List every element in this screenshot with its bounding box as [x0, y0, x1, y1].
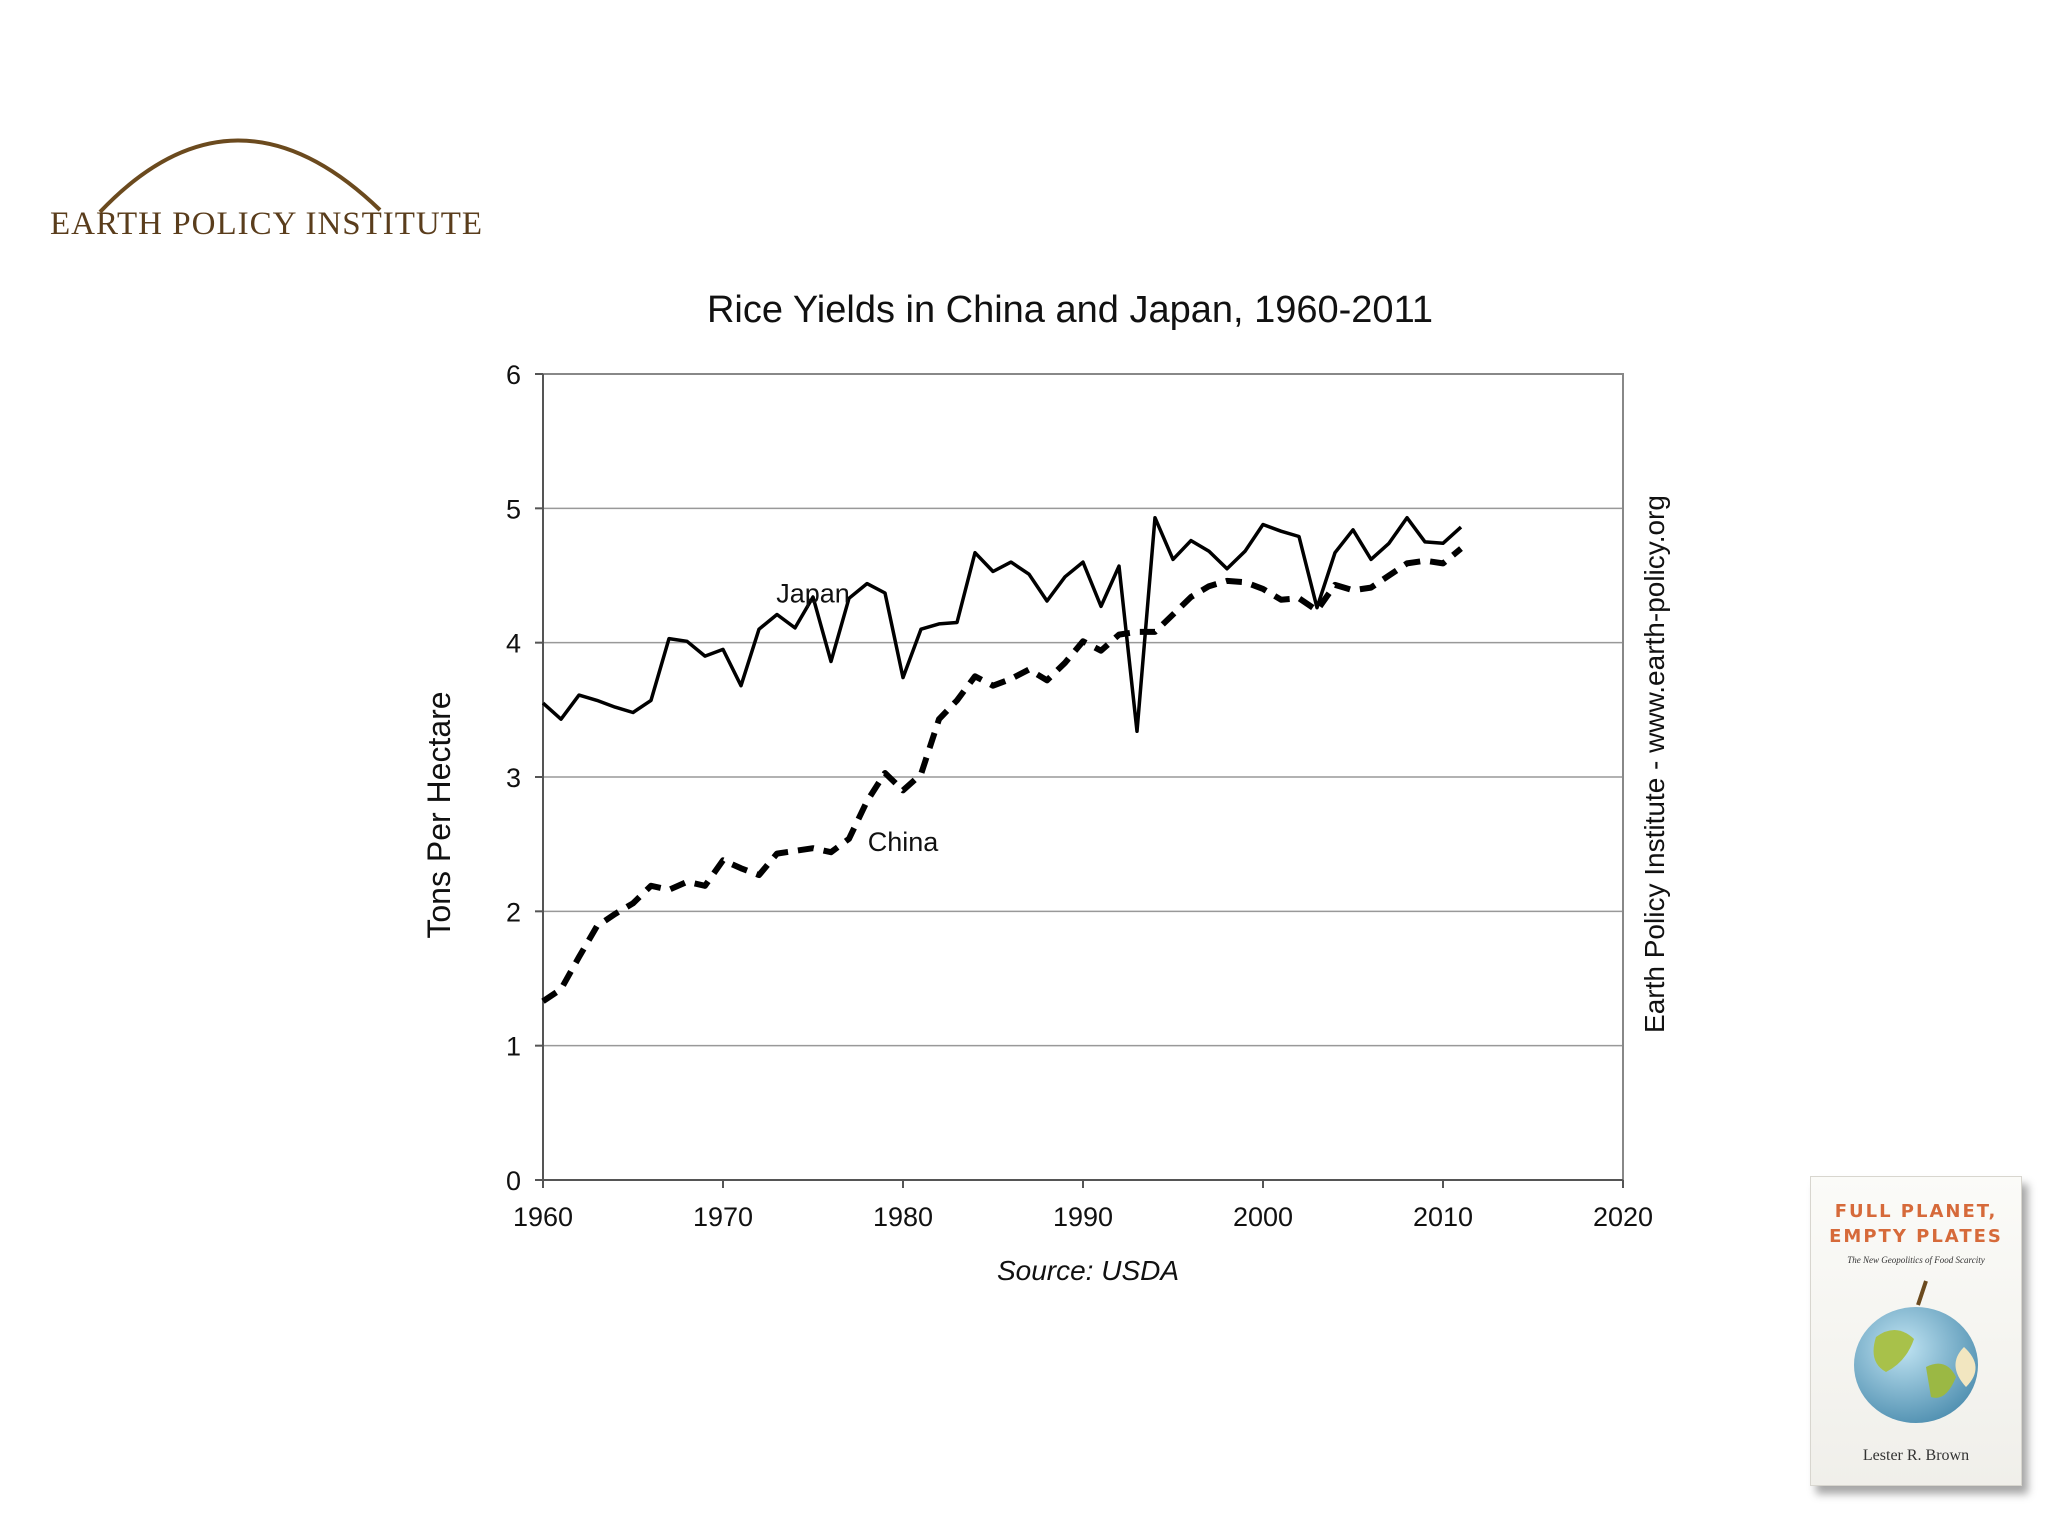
x-tick-label-2: 1980 [873, 1202, 933, 1232]
chart-series: Japan China [541, 515, 1463, 1004]
book-title: FULL PLANET, EMPTY PLATES [1811, 1199, 2021, 1249]
chart-grid [543, 507, 1623, 1047]
chart-title: Rice Yields in China and Japan, 1960-201… [707, 289, 1433, 331]
series-line-japan [541, 515, 1463, 734]
x-tick-label-5: 2010 [1413, 1202, 1473, 1232]
series-label-china: China [868, 827, 940, 857]
y-axis-label: Tons Per Hectare [421, 691, 457, 938]
x-tick-label-4: 2000 [1233, 1202, 1293, 1232]
x-tick-label-3: 1990 [1053, 1202, 1113, 1232]
book-cover: FULL PLANET, EMPTY PLATES The New Geopol… [1810, 1176, 2022, 1486]
apple-globe-icon [1854, 1280, 1978, 1423]
y-tick-label-1: 1 [506, 1032, 521, 1062]
y-tick-label-0: 0 [506, 1166, 521, 1196]
logo-text: EARTH POLICY INSTITUTE [50, 206, 484, 242]
right-side-label: Earth Policy Institute - www.earth-polic… [1639, 495, 1670, 1033]
x-tick-label-0: 1960 [513, 1202, 573, 1232]
axis-ticks: 0 1 2 3 4 5 6 1960 1970 1980 1990 2000 2010 2020 [506, 360, 1653, 1232]
book-subtitle: The New Geopolitics of Food Scarcity [1847, 1255, 1985, 1265]
y-tick-label-3: 3 [506, 763, 521, 793]
series-line-china [541, 546, 1463, 1004]
book-author: Lester R. Brown [1862, 1447, 1970, 1464]
logo-arc-icon [98, 138, 382, 214]
book-title-line-2: EMPTY PLATES [1829, 1226, 2003, 1247]
y-tick-label-6: 6 [506, 360, 521, 390]
x-tick-label-1: 1970 [693, 1202, 753, 1232]
y-tick-label-2: 2 [506, 897, 521, 927]
earth-policy-institute-logo: EARTH POLICY INSTITUTE [40, 110, 482, 250]
y-tick-label-4: 4 [506, 629, 521, 659]
series-label-japan: Japan [776, 578, 850, 608]
x-tick-label-6: 2020 [1593, 1202, 1653, 1232]
y-tick-label-5: 5 [506, 494, 521, 524]
book-title-line-1: FULL PLANET, [1834, 1201, 1998, 1222]
source-note: Source: USDA [997, 1255, 1179, 1286]
